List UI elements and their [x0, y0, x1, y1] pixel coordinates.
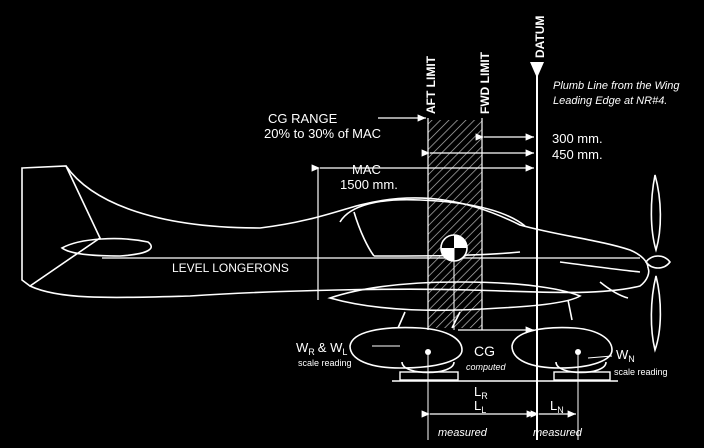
main-scale — [399, 371, 459, 381]
datum-line — [530, 62, 544, 440]
datum-label: DATUM — [533, 16, 547, 58]
plumb-line-label-1: Plumb Line from the Wing — [553, 80, 680, 92]
aircraft-outline — [21, 165, 672, 374]
cg-label: CG — [474, 343, 495, 359]
aft-limit-label: AFT LIMIT — [424, 55, 438, 114]
mac-length-label: 1500 mm. — [340, 177, 398, 192]
cg-computed-label: computed — [466, 362, 507, 372]
nose-scale — [553, 371, 611, 381]
cg-range-percent-label: 20% to 30% of MAC — [264, 126, 381, 141]
measured-main-label: measured — [438, 427, 488, 439]
fwd-distance-label: 300 mm. — [552, 131, 603, 146]
wn-label: WN — [616, 347, 635, 364]
wr-wl-label: WR & WL — [296, 340, 347, 357]
nose-scale-reading-label: scale reading — [614, 367, 668, 377]
cg-range-band — [428, 120, 482, 328]
wn-pointer — [587, 355, 613, 359]
main-scale-reading-label: scale reading — [298, 358, 352, 368]
plumb-line-label-2: Leading Edge at NR#4. — [553, 95, 667, 107]
nose-wheel-marker — [575, 349, 581, 440]
mac-label: MAC — [352, 162, 381, 177]
main-wheel-marker — [425, 349, 431, 440]
cg-range-label: CG RANGE — [268, 111, 338, 126]
ll-label: LL — [474, 398, 486, 415]
measured-nose-label: measured — [533, 427, 583, 439]
ln-label: LN — [550, 398, 564, 415]
cg-symbol — [440, 234, 468, 330]
level-longerons-label: LEVEL LONGERONS — [172, 261, 289, 275]
fwd-limit-label: FWD LIMIT — [478, 51, 492, 114]
lr-label: LR — [474, 384, 488, 401]
aft-distance-label: 450 mm. — [552, 147, 603, 162]
